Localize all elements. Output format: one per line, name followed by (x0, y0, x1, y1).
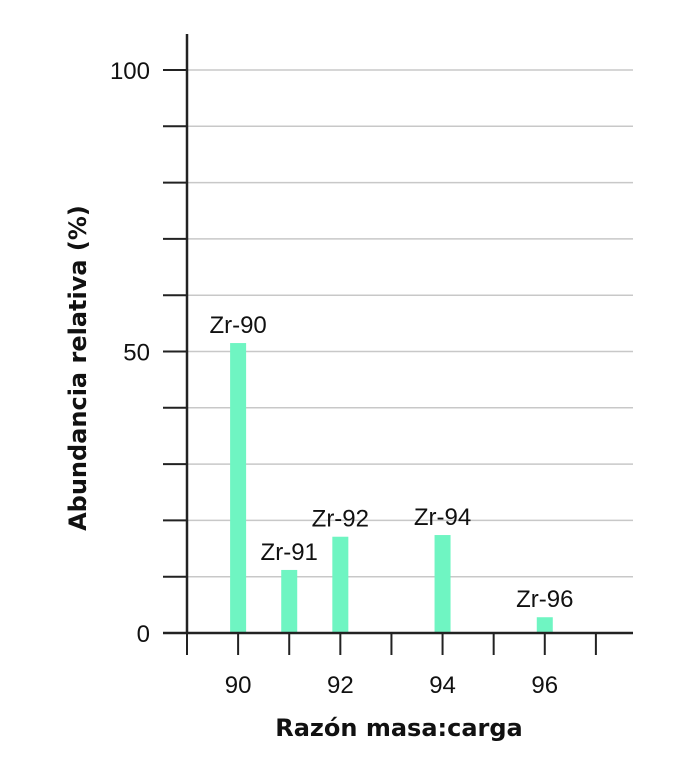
y-tick-label: 0 (137, 621, 150, 648)
x-tick-label: 96 (531, 672, 558, 699)
bar-zr-96 (536, 617, 553, 633)
x-tick-label: 90 (225, 672, 252, 699)
gridlines (187, 69, 633, 578)
bar-label: Zr-90 (209, 312, 266, 339)
x-tick-label: 92 (327, 672, 354, 699)
labels: 0 50 100 Zr-90 Zr-91 Zr-92 Zr-94 Zr-96 90 92 94 96 (110, 58, 573, 699)
y-tick-label: 100 (110, 58, 150, 85)
x-axis-title: Razón masa:carga (275, 714, 523, 742)
axes (163, 34, 633, 655)
x-tick-label: 94 (429, 672, 456, 699)
bar-zr-92 (332, 536, 349, 633)
bar-label: Zr-96 (516, 586, 573, 613)
bars (230, 343, 553, 633)
y-tick-label: 50 (123, 340, 150, 367)
bar-label: Zr-91 (261, 539, 318, 566)
bar-zr-90 (230, 343, 247, 633)
y-axis-title: Abundancia relativa (%) (64, 205, 92, 531)
bar-label: Zr-94 (414, 504, 471, 531)
bar-zr-94 (434, 535, 451, 633)
bar-label: Zr-92 (312, 506, 369, 533)
bar-zr-91 (281, 569, 298, 633)
